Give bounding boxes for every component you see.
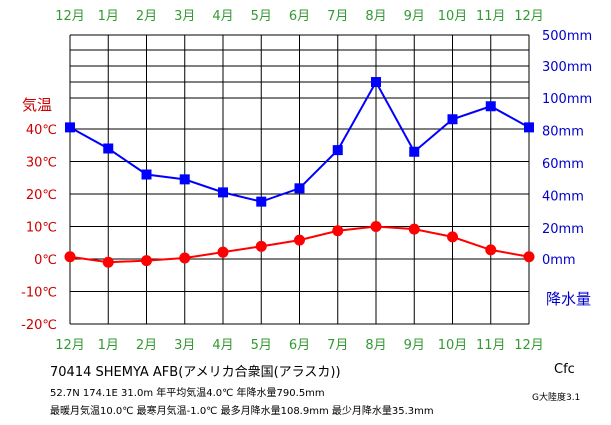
temperature-point: [179, 252, 191, 264]
precipitation-point: [141, 169, 152, 180]
temp-tick-label: 0℃: [34, 253, 57, 268]
temperature-point: [523, 251, 535, 263]
precipitation-point: [294, 183, 305, 194]
month-label-bottom: 6月: [289, 338, 310, 353]
month-label-bottom: 5月: [251, 338, 272, 353]
precipitation-point: [65, 122, 75, 133]
precipitation-point: [218, 187, 228, 198]
precip-tick-label: 80mm: [542, 125, 584, 140]
continentality-index: G大陸度3.1: [532, 393, 581, 403]
temp-tick-label: -10℃: [21, 286, 57, 301]
temperature-point: [370, 221, 382, 232]
temp-tick-label: -20℃: [21, 318, 57, 333]
month-label-top: 8月: [365, 9, 386, 24]
precip-tick-label: 20mm: [542, 222, 584, 237]
precipitation-point: [409, 146, 420, 157]
month-label-bottom: 7月: [327, 338, 348, 353]
month-label-top: 3月: [174, 9, 195, 24]
month-label-bottom: 11月: [476, 338, 506, 353]
temp-tick-label: 10℃: [26, 221, 57, 236]
month-label-top: 6月: [289, 9, 310, 24]
precipitation-point: [447, 114, 458, 125]
month-label-top: 1月: [98, 9, 119, 24]
month-label-top: 11月: [476, 9, 506, 24]
month-label-top: 10月: [438, 9, 468, 24]
precip-tick-label: 0mm: [542, 253, 576, 268]
month-label-bottom: 10月: [438, 338, 468, 353]
station-title: 70414 SHEMYA AFB(アメリカ合衆国(アラスカ)): [50, 365, 341, 380]
temperature-point: [485, 244, 497, 256]
temperature-point: [294, 234, 305, 246]
month-label-top: 5月: [251, 9, 272, 24]
precipitation-point: [103, 143, 114, 154]
climate-classification: Cfc: [554, 362, 575, 377]
month-label-bottom: 4月: [212, 338, 233, 353]
temperature-point: [447, 231, 458, 243]
precipitation-point: [524, 122, 534, 133]
temp-tick-label: 30℃: [26, 156, 57, 171]
temperature-point: [332, 225, 344, 237]
precip-tick-label: 300mm: [542, 60, 592, 75]
precip-tick-label: 40mm: [542, 190, 584, 205]
month-label-top: 9月: [404, 9, 425, 24]
temperature-point: [64, 251, 76, 263]
month-label-top: 4月: [212, 9, 233, 24]
precipitation-point: [256, 196, 267, 207]
month-label-bottom: 12月: [55, 338, 85, 353]
temp-axis-title: 気温: [22, 96, 52, 114]
month-label-top: 12月: [55, 9, 85, 24]
precip-tick-label: 100mm: [542, 92, 592, 107]
precipitation-point: [371, 77, 381, 88]
precipitation-point: [179, 174, 190, 185]
month-label-top: 2月: [136, 9, 157, 24]
month-label-bottom: 9月: [404, 338, 425, 353]
temp-tick-label: 20℃: [26, 188, 57, 203]
precipitation-point: [332, 145, 343, 156]
month-label-bottom: 3月: [174, 338, 195, 353]
temperature-point: [102, 256, 114, 268]
month-label-bottom: 12月: [514, 338, 544, 353]
precipitation-point: [485, 101, 496, 112]
month-label-bottom: 1月: [98, 338, 119, 353]
month-label-top: 12月: [514, 9, 544, 24]
precip-tick-label: 60mm: [542, 157, 584, 172]
station-stats-line1: 52.7N 174.1E 31.0m 年平均気温4.0℃ 年降水量790.5mm: [50, 388, 325, 399]
temperature-point: [217, 246, 229, 258]
temperature-point: [141, 255, 152, 267]
month-label-top: 7月: [327, 9, 348, 24]
temperature-point: [408, 223, 420, 235]
station-stats-line2: 最暖月気温10.0℃ 最寒月気温-1.0℃ 最多月降水量108.9mm 最少月降…: [50, 406, 434, 417]
precip-tick-label: 500mm: [542, 29, 592, 44]
precip-axis-title: 降水量: [546, 290, 591, 308]
month-label-bottom: 2月: [136, 338, 157, 353]
temperature-point: [255, 240, 267, 252]
temp-tick-label: 40℃: [26, 123, 57, 138]
month-label-bottom: 8月: [365, 338, 386, 353]
